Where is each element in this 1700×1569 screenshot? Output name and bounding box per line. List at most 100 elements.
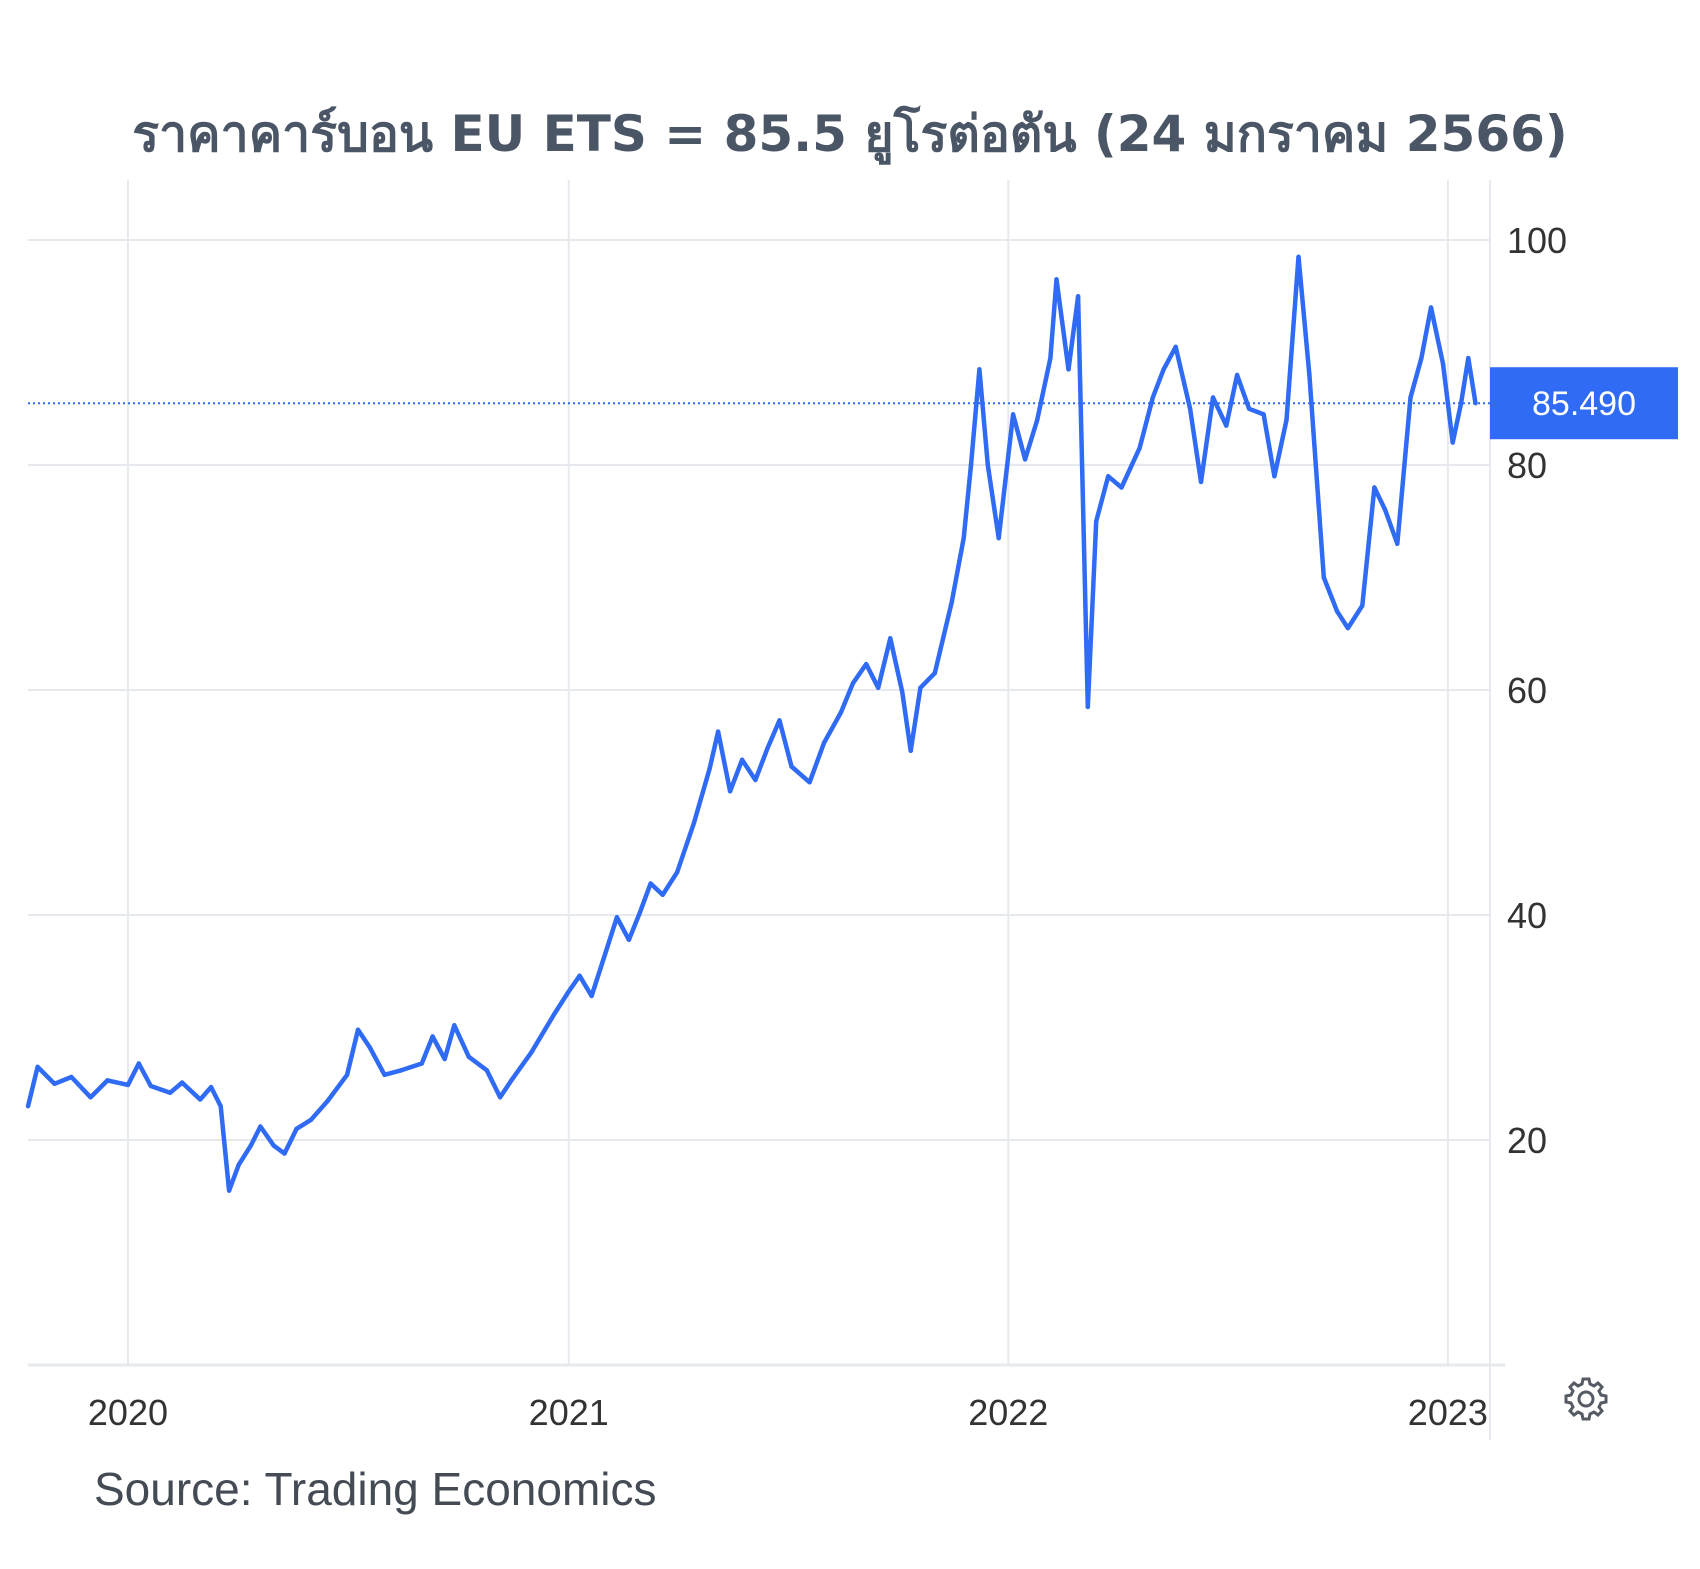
last-value-text: 85.490 [1532, 385, 1636, 423]
data-point [1119, 485, 1124, 490]
data-point [603, 948, 609, 954]
data-point [25, 1104, 31, 1109]
data-point [614, 915, 620, 920]
y-gridlines [28, 239, 1490, 1141]
data-point [908, 748, 913, 753]
data-point [509, 1077, 515, 1082]
data-point [918, 685, 923, 690]
x-tick-label: 2023 [1408, 1392, 1488, 1433]
x-tick-label: 2020 [88, 1392, 168, 1433]
data-point [674, 870, 680, 875]
x-tick-label: 2022 [968, 1392, 1048, 1433]
data-point [660, 892, 665, 897]
data-point [105, 1078, 110, 1083]
data-point [1261, 412, 1266, 417]
data-point [258, 1124, 263, 1129]
data-point [821, 740, 827, 746]
data-point [888, 636, 893, 641]
data-point [996, 535, 1001, 541]
data-point [1419, 355, 1424, 361]
data-point [198, 1097, 203, 1102]
data-point [367, 1045, 373, 1050]
data-point [949, 600, 954, 605]
data-point [876, 685, 881, 690]
data-point [1137, 445, 1142, 451]
data-point [1010, 412, 1016, 417]
last-value-label: 85.490 [1490, 367, 1678, 440]
data-point [382, 1072, 387, 1077]
y-tick-label: 60 [1507, 670, 1547, 711]
data-point [626, 937, 632, 942]
data-point [727, 789, 733, 794]
data-point [1198, 479, 1204, 485]
data-point [1234, 372, 1240, 378]
data-point [1054, 277, 1059, 282]
data-point [35, 1064, 40, 1070]
data-point [968, 462, 974, 468]
data-point [1428, 305, 1434, 310]
data-point [1048, 355, 1053, 361]
data-point [1473, 401, 1478, 406]
data-point [1150, 395, 1156, 400]
data-point [430, 1034, 435, 1039]
data-point [1345, 625, 1351, 631]
data-point [777, 718, 782, 723]
data-point [1395, 541, 1400, 546]
data-point [1173, 344, 1178, 350]
x-tick-label: 2021 [529, 1392, 609, 1433]
data-point [707, 766, 712, 771]
data-point [1106, 474, 1111, 479]
data-point [1034, 417, 1040, 423]
data-point [637, 910, 642, 915]
series-group [25, 254, 1478, 1193]
data-point [294, 1126, 299, 1131]
y-tick-label: 80 [1507, 445, 1547, 486]
data-point [1161, 367, 1166, 372]
data-point [1224, 423, 1229, 428]
data-point [566, 989, 571, 994]
y-axis-labels: 20 40 60 80 100 [1507, 220, 1567, 1161]
data-point [691, 820, 697, 825]
data-point [308, 1117, 314, 1122]
data-point [1307, 372, 1312, 378]
data-point [325, 1098, 331, 1103]
data-point [125, 1082, 131, 1088]
data-point [850, 681, 856, 686]
data-point [932, 670, 938, 676]
data-point [977, 367, 982, 372]
data-point [271, 1143, 276, 1148]
data-point [1296, 254, 1301, 260]
data-point [1360, 603, 1365, 608]
data-point [236, 1162, 241, 1167]
data-point [863, 661, 869, 667]
data-point [466, 1054, 471, 1059]
data-point [765, 746, 770, 751]
x-axis-labels: 2020 2021 2022 2023 [88, 1392, 1488, 1433]
data-point [442, 1056, 447, 1062]
data-point [753, 777, 758, 783]
data-point [1066, 367, 1071, 372]
data-point [1210, 395, 1216, 400]
data-point [208, 1084, 214, 1090]
data-point [179, 1080, 185, 1085]
data-point [789, 764, 794, 769]
data-point [218, 1104, 223, 1109]
last-value-box [1490, 367, 1678, 440]
data-point [1022, 457, 1028, 462]
source-credit: Source: Trading Economics [94, 1463, 657, 1515]
x-axis-baseline [28, 180, 1505, 1440]
data-point [552, 1011, 557, 1017]
data-point [1093, 519, 1099, 524]
data-point [900, 690, 905, 695]
data-point [148, 1083, 154, 1089]
data-point [1272, 474, 1277, 479]
gear-icon[interactable] [1563, 1376, 1609, 1422]
y-tick-label: 100 [1507, 220, 1567, 261]
data-point [167, 1090, 173, 1095]
data-point [484, 1068, 490, 1073]
data-point [1458, 400, 1464, 406]
data-point [961, 535, 966, 541]
data-point [1408, 395, 1413, 400]
data-point [715, 729, 721, 734]
x-gridlines [126, 180, 1449, 1365]
